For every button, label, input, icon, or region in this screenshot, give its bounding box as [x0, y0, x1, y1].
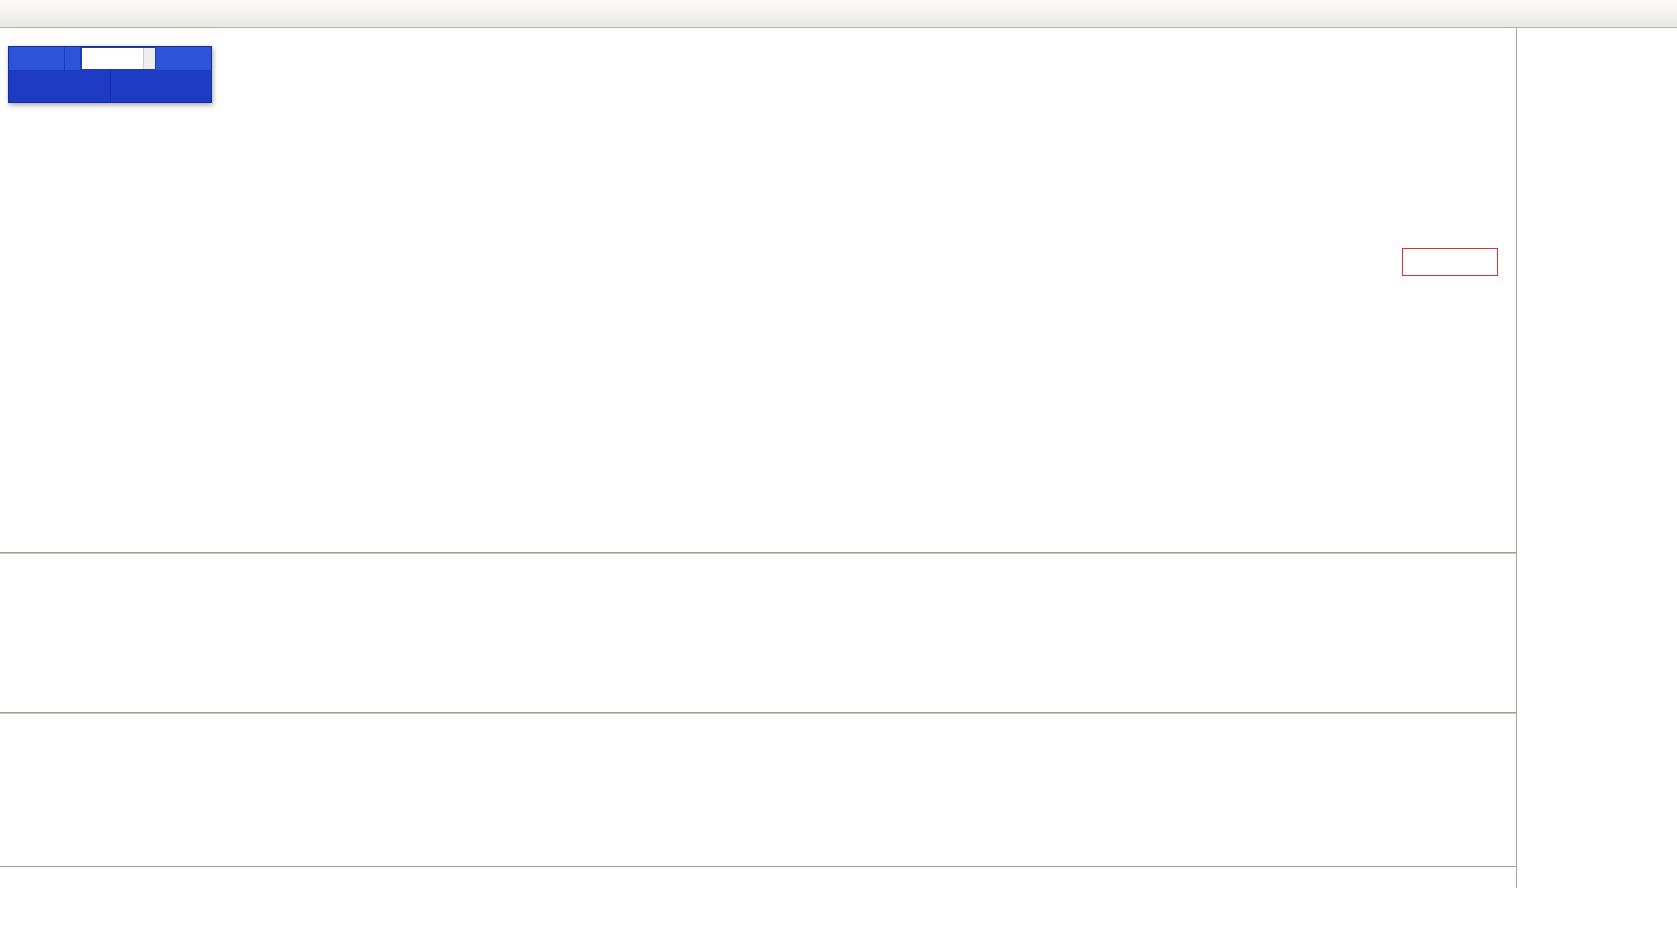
price-axis[interactable]: [1516, 28, 1677, 888]
volume-stepper: [143, 48, 155, 69]
sell-price-display[interactable]: [9, 70, 111, 102]
sell-button[interactable]: [9, 47, 64, 70]
order-type-dropdown[interactable]: [64, 47, 81, 70]
macd-pane: [0, 554, 1516, 712]
volume-up-button[interactable]: [144, 48, 155, 59]
toolbar: [0, 0, 1677, 28]
main-chart-canvas[interactable]: [0, 28, 1516, 552]
volume-down-button[interactable]: [144, 58, 155, 69]
price-callout-label[interactable]: [1402, 248, 1498, 276]
rsi-label: [6, 717, 12, 729]
volume-field: [81, 47, 156, 70]
one-click-trade-panel: [8, 46, 212, 103]
buy-price-display[interactable]: [111, 70, 212, 102]
volume-input[interactable]: [82, 48, 144, 69]
macd-canvas[interactable]: [0, 554, 1516, 712]
main-chart-pane: [0, 28, 1516, 552]
buy-button[interactable]: [156, 47, 211, 70]
trade-panel-prices: [9, 70, 211, 102]
macd-label: [6, 557, 12, 569]
rsi-canvas[interactable]: [0, 714, 1516, 866]
rsi-pane: [0, 714, 1516, 866]
pane-separator[interactable]: [0, 712, 1677, 714]
pane-separator[interactable]: [0, 552, 1677, 554]
time-axis[interactable]: [0, 866, 1516, 889]
chart-window: [0, 28, 1677, 950]
trade-panel-controls: [9, 47, 211, 70]
